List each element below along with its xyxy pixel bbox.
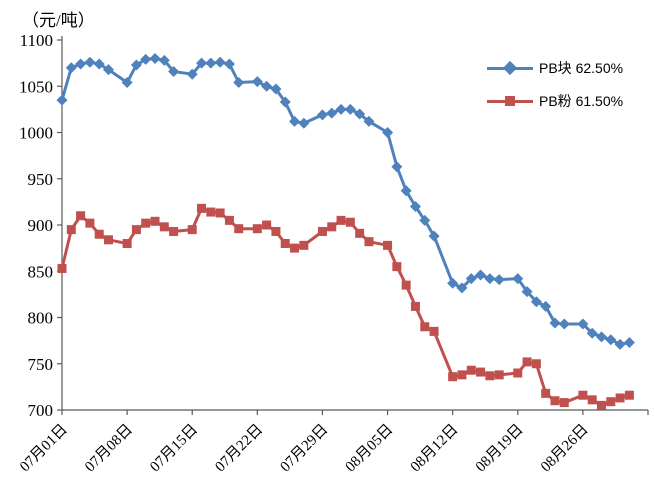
svg-text:950: 950 [28, 170, 54, 189]
series-pb-fines [57, 203, 634, 410]
y-axis-unit-label: （元/吨） [22, 11, 95, 30]
legend-item-pb-fines[interactable]: PB粉 61.50% [487, 90, 623, 112]
series-pb-lump [56, 53, 635, 350]
svg-text:08月05日: 08月05日 [343, 422, 397, 476]
pb-fines-marker-icon [487, 90, 533, 112]
svg-text:800: 800 [28, 309, 54, 328]
svg-text:08月26日: 08月26日 [538, 422, 592, 476]
svg-text:1100: 1100 [20, 31, 53, 50]
svg-text:700: 700 [28, 401, 54, 420]
svg-text:1000: 1000 [19, 124, 53, 143]
svg-text:07月15日: 07月15日 [147, 422, 201, 476]
legend-label-pb-lump: PB块 62.50% [539, 60, 624, 76]
svg-text:07月29日: 07月29日 [278, 422, 332, 476]
svg-text:750: 750 [28, 355, 54, 374]
x-axis: 07月01日 07月08日 07月15日 07月22日 07月29日 08月05日 08月1… [17, 409, 649, 476]
svg-text:07月01日: 07月01日 [17, 422, 71, 476]
legend: PB块 62.50% PB粉 61.50% [487, 57, 623, 112]
legend-item-pb-lump[interactable]: PB块 62.50% [487, 57, 623, 79]
svg-text:08月12日: 08月12日 [408, 422, 462, 476]
svg-text:900: 900 [28, 216, 54, 235]
svg-text:1050: 1050 [19, 77, 53, 96]
svg-text:07月08日: 07月08日 [82, 422, 136, 476]
svg-text:850: 850 [28, 262, 54, 281]
y-axis: 700 750 800 850 900 950 1000 1050 1100 [19, 31, 63, 420]
legend-label-pb-fines: PB粉 61.50% [539, 93, 624, 109]
pb-lump-marker-icon [487, 57, 533, 79]
svg-text:07月22日: 07月22日 [212, 422, 266, 476]
svg-text:08月19日: 08月19日 [473, 422, 527, 476]
